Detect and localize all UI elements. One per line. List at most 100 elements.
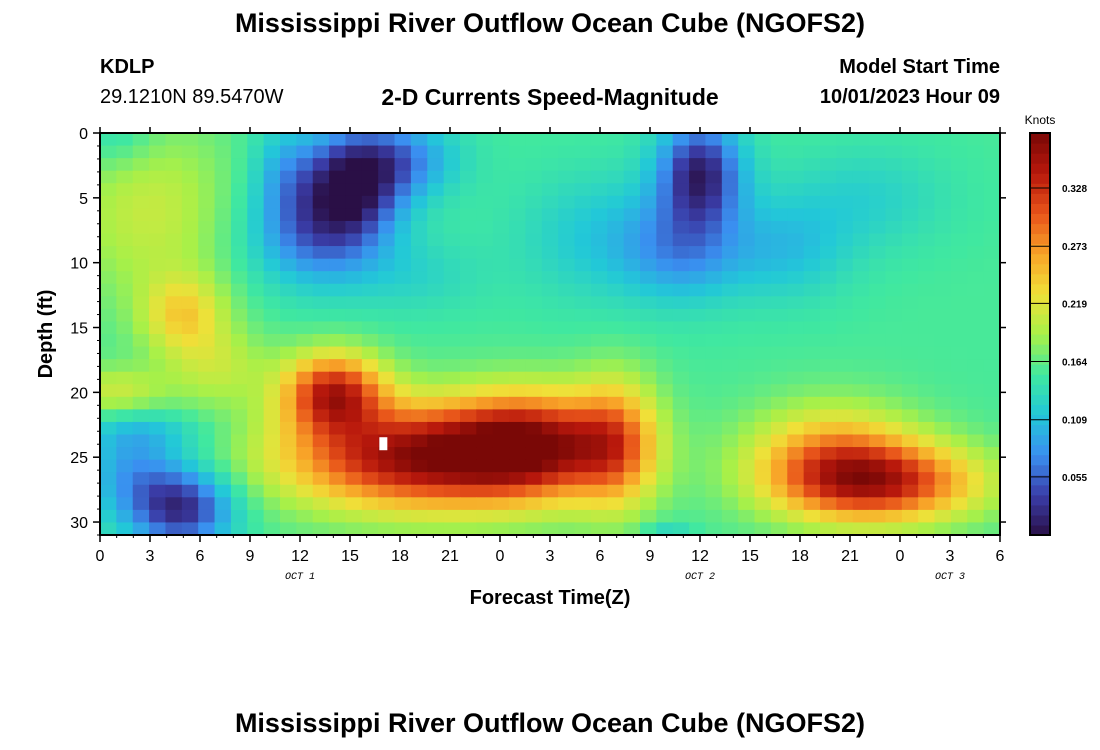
chart-title: Mississippi River Outflow Ocean Cube (NG… <box>234 8 866 38</box>
heatmap-cell <box>312 497 330 511</box>
heatmap-cell <box>820 522 837 536</box>
heatmap-cell <box>132 283 150 297</box>
heatmap-cell <box>967 246 985 260</box>
heatmap-cell <box>656 484 674 498</box>
heatmap-cell <box>509 472 527 486</box>
heatmap-cell <box>460 509 477 524</box>
colorbar-swatch <box>1030 283 1050 295</box>
heatmap-cell <box>100 296 117 310</box>
heatmap-cell <box>247 271 265 285</box>
heatmap-cell <box>836 409 854 423</box>
heatmap-cell <box>738 233 756 247</box>
heatmap-cell <box>967 183 985 197</box>
heatmap-cell <box>247 220 265 235</box>
heatmap-cell <box>296 371 314 385</box>
heatmap-cell <box>345 258 363 272</box>
heatmap-cell <box>689 384 707 398</box>
heatmap-cell <box>263 384 281 398</box>
heatmap-cell <box>558 447 576 461</box>
heatmap-cell <box>770 346 788 360</box>
heatmap-cell <box>345 220 363 235</box>
heatmap-cell <box>869 220 887 235</box>
heatmap-cell <box>476 258 494 272</box>
heatmap-cell <box>967 359 985 373</box>
heatmap-cell <box>689 246 707 260</box>
heatmap-cell <box>247 396 265 410</box>
heatmap-cell <box>149 296 167 310</box>
heatmap-cell <box>361 346 379 360</box>
heatmap-cell <box>345 484 363 498</box>
heatmap-cell <box>214 158 232 172</box>
heatmap-cell <box>541 497 559 511</box>
heatmap-cell <box>967 346 985 360</box>
heatmap-cell <box>410 522 428 536</box>
heatmap-cell <box>672 421 690 436</box>
heatmap-cell <box>492 246 510 260</box>
heatmap-cell <box>705 158 723 172</box>
heatmap-cell <box>214 396 232 410</box>
heatmap-cell <box>640 484 657 498</box>
y-tick-label: 10 <box>70 256 88 273</box>
heatmap-cell <box>869 195 887 209</box>
heatmap-cell <box>885 472 903 486</box>
heatmap-cell <box>198 447 216 461</box>
heatmap-cell <box>410 409 428 423</box>
heatmap-cell <box>640 220 657 235</box>
heatmap-cell <box>345 396 363 410</box>
heatmap-cell <box>918 384 936 398</box>
heatmap-cell <box>754 384 772 398</box>
colorbar-swatch <box>1030 203 1050 214</box>
heatmap-cell <box>476 384 494 398</box>
heatmap-cell <box>132 145 150 159</box>
heatmap-cell <box>983 158 1001 172</box>
heatmap-cell <box>656 283 674 297</box>
heatmap-cell <box>950 195 968 209</box>
heatmap-cell <box>149 133 167 147</box>
heatmap-cell <box>525 334 543 348</box>
heatmap-cell <box>983 509 1001 524</box>
heatmap-cell <box>247 158 265 172</box>
heatmap-cell <box>214 409 232 423</box>
heatmap-cell <box>672 195 690 209</box>
heatmap-cell <box>558 195 576 209</box>
heatmap-cell <box>770 447 788 461</box>
heatmap-cell <box>132 220 150 235</box>
heatmap-cell <box>460 409 477 423</box>
heatmap-cell <box>558 459 576 473</box>
heatmap-cell <box>721 170 739 184</box>
heatmap-cell <box>492 208 510 222</box>
heatmap-cell <box>623 484 641 498</box>
heatmap-cell <box>525 472 543 486</box>
heatmap-cell <box>329 409 347 423</box>
heatmap-cell <box>820 296 837 310</box>
heatmap-cell <box>394 497 412 511</box>
white-marker <box>379 437 388 451</box>
heatmap-cell <box>394 409 412 423</box>
heatmap-cell <box>558 233 576 247</box>
heatmap-cell <box>721 321 739 335</box>
heatmap-cell <box>950 208 968 222</box>
heatmap-cell <box>869 170 887 184</box>
heatmap-cell <box>541 459 559 473</box>
heatmap-cell <box>247 258 265 272</box>
heatmap-cell <box>787 384 805 398</box>
heatmap-cell <box>312 459 330 473</box>
heatmap-cell <box>181 308 199 323</box>
heatmap-cell <box>721 371 739 385</box>
colorbar-swatch <box>1030 514 1050 526</box>
heatmap-cell <box>280 346 297 360</box>
heatmap-cell <box>836 258 854 272</box>
heatmap-cell <box>558 497 576 511</box>
heatmap-cell <box>181 195 199 209</box>
heatmap-cell <box>312 195 330 209</box>
heatmap-cell <box>672 497 690 511</box>
heatmap-cell <box>296 497 314 511</box>
heatmap-cell <box>165 246 183 260</box>
heatmap-cell <box>443 321 461 335</box>
heatmap-cell <box>492 220 510 235</box>
heatmap-cell <box>427 509 445 524</box>
heatmap-cell <box>214 371 232 385</box>
heatmap-cell <box>967 497 985 511</box>
heatmap-cell <box>983 434 1001 448</box>
heatmap-cell <box>427 271 445 285</box>
